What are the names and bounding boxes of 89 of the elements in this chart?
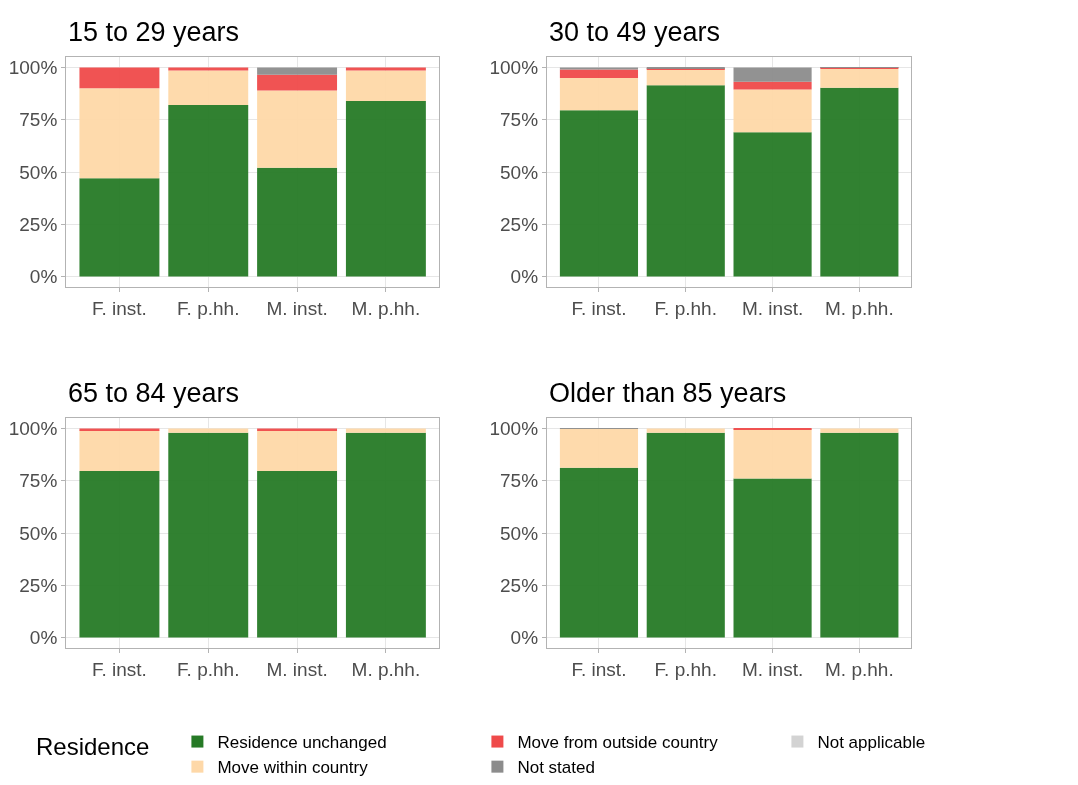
x-tick-label: M. inst. <box>741 658 804 680</box>
y-tick-label: 75% <box>500 109 539 131</box>
bar <box>168 105 249 277</box>
chart-title: Older than 85 years <box>549 378 787 408</box>
bar <box>559 428 639 468</box>
x-tick-label: F. p.hh. <box>654 297 717 319</box>
bar <box>257 167 338 277</box>
bar <box>733 132 812 277</box>
bar <box>257 428 338 431</box>
x-tick-label: F. p.hh. <box>654 658 717 680</box>
x-tick-label: M. p.hh. <box>351 658 421 680</box>
bar <box>559 67 639 70</box>
x-tick-label: F. inst. <box>91 297 147 319</box>
y-tick-label: 0% <box>510 627 539 649</box>
bar <box>820 87 899 277</box>
y-tick-label: 0% <box>510 266 539 288</box>
x-tick-label: F. p.hh. <box>177 658 240 680</box>
bar <box>559 77 639 111</box>
bar <box>733 67 812 82</box>
bar <box>646 85 725 277</box>
bar <box>646 432 725 638</box>
y-tick-label: 75% <box>19 470 58 492</box>
legend-label: Not stated <box>517 758 595 778</box>
bar <box>257 74 338 91</box>
bar <box>820 432 899 638</box>
y-tick-label: 50% <box>500 161 539 183</box>
bar <box>79 178 160 277</box>
y-tick-label: 100% <box>8 57 58 79</box>
bar <box>646 428 725 433</box>
legend-title: Residence <box>36 733 170 761</box>
y-tick-label: 25% <box>19 213 58 235</box>
x-tick-label: M. p.hh. <box>825 297 894 319</box>
bar <box>79 67 160 89</box>
bar <box>646 69 725 86</box>
legend-label: Not applicable <box>817 733 926 753</box>
x-tick-label: M. p.hh. <box>825 658 894 680</box>
bar <box>257 67 338 75</box>
bar <box>820 68 899 88</box>
y-tick-label: 100% <box>489 418 539 440</box>
bar <box>345 428 426 433</box>
bar <box>733 81 812 90</box>
bar <box>559 467 639 638</box>
x-tick-label: F. p.hh. <box>177 297 240 319</box>
chart-title: 30 to 49 years <box>549 17 721 47</box>
bar <box>168 67 249 71</box>
x-tick-label: F. inst. <box>571 297 627 319</box>
x-tick-label: M. p.hh. <box>351 297 421 319</box>
y-tick-label: 25% <box>500 213 539 235</box>
bar <box>79 470 160 638</box>
y-tick-label: 0% <box>29 266 58 288</box>
y-tick-label: 25% <box>19 574 58 596</box>
chart-title: 65 to 84 years <box>68 378 240 408</box>
bar <box>345 100 426 277</box>
bar <box>257 90 338 168</box>
y-tick-label: 50% <box>19 161 58 183</box>
x-tick-label: F. inst. <box>571 658 627 680</box>
bar <box>79 430 160 471</box>
bar <box>559 69 639 78</box>
bar <box>79 88 160 179</box>
y-tick-label: 100% <box>8 418 58 440</box>
y-tick-label: 50% <box>19 522 58 544</box>
y-tick-label: 0% <box>29 627 58 649</box>
bar <box>345 67 426 71</box>
bar <box>257 470 338 638</box>
bar <box>733 89 812 133</box>
y-tick-label: 25% <box>500 574 539 596</box>
legend-label: Residence unchanged <box>217 733 387 753</box>
bar <box>168 428 249 433</box>
x-tick-label: M. inst. <box>266 658 328 680</box>
bar <box>345 432 426 638</box>
bar <box>257 430 338 471</box>
bar <box>168 70 249 106</box>
y-tick-label: 75% <box>500 470 539 492</box>
chart-title: 15 to 29 years <box>68 17 240 47</box>
bar <box>820 428 899 433</box>
bar <box>733 429 812 479</box>
y-tick-label: 50% <box>500 522 539 544</box>
y-tick-label: 100% <box>489 57 539 79</box>
y-tick-label: 75% <box>19 109 58 131</box>
bar <box>79 428 160 431</box>
bar <box>345 70 426 101</box>
x-tick-label: M. inst. <box>741 297 804 319</box>
bar <box>168 432 249 638</box>
x-tick-label: M. inst. <box>266 297 328 319</box>
legend-label: Move from outside country <box>517 733 719 753</box>
legend-label: Move within country <box>217 758 369 778</box>
x-tick-label: F. inst. <box>91 658 147 680</box>
bar <box>559 110 639 277</box>
bar <box>733 478 812 638</box>
